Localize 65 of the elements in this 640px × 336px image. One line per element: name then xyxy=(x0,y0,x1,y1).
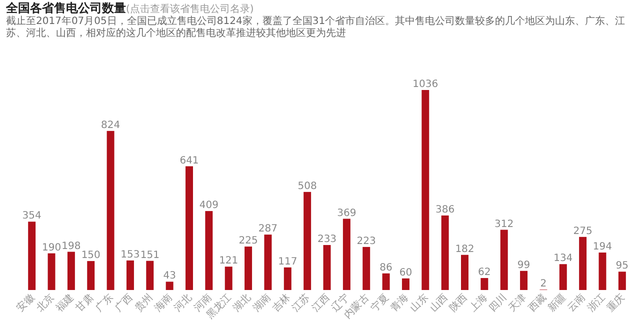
bar xyxy=(579,236,587,290)
bar xyxy=(342,218,350,290)
bar xyxy=(382,273,390,290)
data-label: 386 xyxy=(436,204,455,216)
bar xyxy=(402,278,410,290)
data-label: 117 xyxy=(278,256,298,268)
data-label: 312 xyxy=(494,218,514,230)
data-label: 233 xyxy=(317,234,337,246)
bar xyxy=(480,278,488,290)
bar xyxy=(48,253,56,290)
bar xyxy=(618,272,626,290)
bar xyxy=(87,261,95,290)
data-label: 43 xyxy=(163,270,176,282)
data-label: 198 xyxy=(62,240,81,252)
data-label: 409 xyxy=(199,200,218,212)
data-label: 95 xyxy=(616,260,629,272)
data-label: 1036 xyxy=(412,79,438,90)
data-label: 287 xyxy=(258,224,278,235)
bar xyxy=(106,130,114,290)
bar xyxy=(598,252,606,290)
data-label: 60 xyxy=(399,267,412,278)
data-label: 275 xyxy=(573,226,592,237)
data-label: 354 xyxy=(22,210,42,222)
bar xyxy=(284,267,292,290)
data-label: 151 xyxy=(140,250,160,261)
bar xyxy=(146,260,154,290)
bar xyxy=(304,192,312,290)
data-label: 134 xyxy=(554,253,573,264)
chart-subtitle: (点击查看该省售电公司名录) xyxy=(126,4,254,15)
data-label: 153 xyxy=(120,249,140,260)
bar xyxy=(422,90,430,290)
bar xyxy=(205,211,213,290)
data-label: 508 xyxy=(298,180,317,192)
bar xyxy=(126,260,134,290)
data-label: 99 xyxy=(517,260,530,271)
data-label: 182 xyxy=(455,244,474,255)
bar xyxy=(441,215,449,290)
data-label: 62 xyxy=(478,267,491,278)
data-label: 150 xyxy=(81,250,100,262)
data-label: 641 xyxy=(180,155,199,166)
bar xyxy=(166,282,174,290)
data-label: 2 xyxy=(540,278,547,290)
bar xyxy=(520,270,528,290)
text: 截止至2017年07月05日，全国已成立售电公司8124家，覆盖了全国31个省市自治区。其中售电公司数量较多的几个地区为山东、广东、江苏、河北、山西，相对应的这几个地区的配售电改革推进较其他地区更为先进 xyxy=(6,16,626,40)
bar xyxy=(362,246,370,290)
chart-title: 全国各省售电公司数量 xyxy=(6,1,126,15)
bar xyxy=(67,252,75,290)
data-label: 121 xyxy=(219,256,238,267)
data-label: 369 xyxy=(337,208,356,219)
bar xyxy=(500,230,508,290)
bar xyxy=(264,234,272,290)
data-label: 194 xyxy=(592,242,612,253)
bar xyxy=(28,222,36,290)
data-label: 190 xyxy=(42,242,62,254)
bar xyxy=(559,264,567,290)
bar xyxy=(186,166,193,290)
bar xyxy=(323,245,331,290)
data-label: 225 xyxy=(238,236,258,247)
bar xyxy=(224,266,232,290)
bar xyxy=(461,254,468,290)
data-label: 223 xyxy=(356,236,376,247)
data-label: 86 xyxy=(380,262,392,274)
x-tick-label: 安徽 xyxy=(14,292,37,314)
data-label: 824 xyxy=(101,120,120,131)
bar xyxy=(244,246,252,290)
